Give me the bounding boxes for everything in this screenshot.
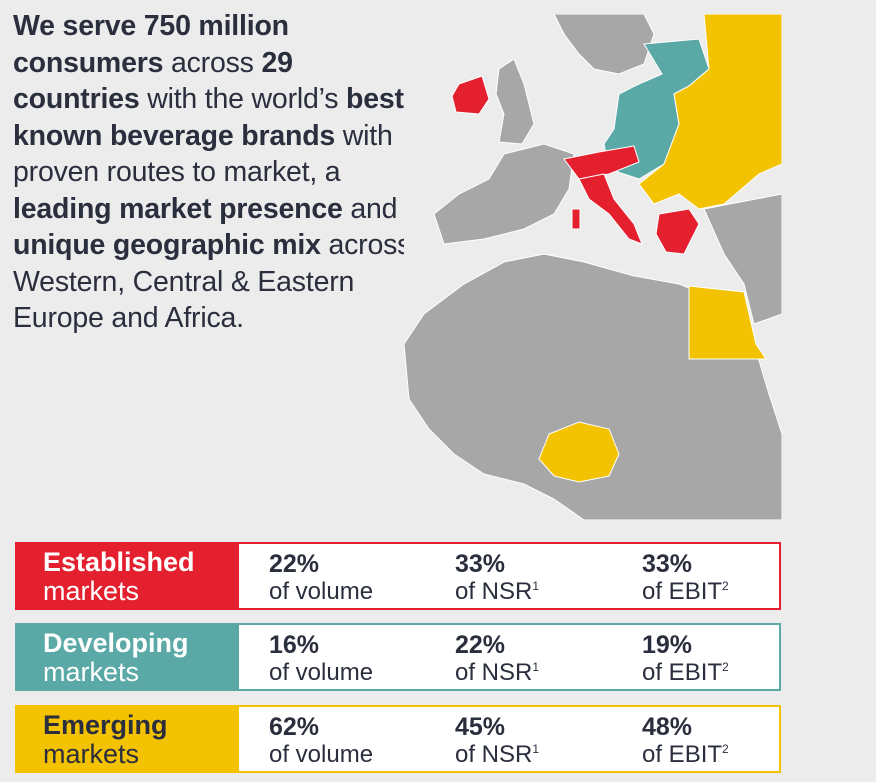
map-western-europe-land (433, 143, 575, 245)
stat-value: 22% (455, 631, 506, 659)
volume-stat: 22% of volume (269, 550, 373, 605)
intro-text-3: across (163, 46, 262, 79)
map-established-greece (655, 208, 700, 255)
map-established-ireland (451, 75, 490, 115)
stat-desc: of NSR1 (455, 578, 540, 605)
intro-paragraph: We serve 750 million consumers across 29… (13, 8, 423, 337)
stat-desc: of volume (269, 578, 374, 605)
stat-value: 33% (455, 550, 506, 578)
emerging-markets-row: Emerging markets 62% of volume 45% of NS… (15, 705, 781, 773)
established-markets-label: Established markets (17, 544, 239, 608)
stat-value: 48% (642, 713, 693, 741)
nsr-stat: 33% of NSR1 (455, 550, 539, 605)
ebit-stat: 33% of EBIT2 (642, 550, 729, 605)
stat-desc: of EBIT2 (642, 578, 729, 605)
established-markets-row: Established markets 22% of volume 33% of… (15, 542, 781, 610)
intro-bold-10: unique geographic mix (13, 229, 321, 261)
segment-name: Developing (43, 628, 189, 658)
stat-desc: of NSR1 (455, 741, 540, 768)
stat-value: 19% (642, 631, 693, 659)
ebit-stat: 19% of EBIT2 (642, 631, 729, 686)
stat-value: 22% (269, 550, 320, 578)
intro-bold-1: We serve 750 million (13, 10, 289, 42)
intro-text-7: with proven routes to market, a (13, 119, 393, 189)
segment-subname: markets (43, 576, 140, 606)
nsr-stat: 45% of NSR1 (455, 713, 539, 768)
ebit-stat: 48% of EBIT2 (642, 713, 729, 768)
map-britain-land (495, 58, 535, 145)
stat-desc: of volume (269, 659, 374, 686)
stat-value: 62% (269, 713, 320, 741)
stat-desc: of EBIT2 (642, 741, 729, 768)
map-scandinavia-land (553, 14, 655, 75)
intro-bold-2: consumers (13, 46, 164, 79)
stat-desc: of NSR1 (455, 659, 540, 686)
europe-africa-map (404, 14, 782, 520)
stat-value: 45% (455, 713, 506, 741)
volume-stat: 16% of volume (269, 631, 373, 686)
emerging-markets-label: Emerging markets (17, 707, 239, 771)
nsr-stat: 22% of NSR1 (455, 631, 539, 686)
map-middle-east-land (703, 193, 782, 325)
stat-value: 16% (269, 631, 320, 659)
segment-name: Established (43, 547, 195, 577)
map-emerging-russia (638, 14, 782, 210)
stat-desc: of EBIT2 (642, 659, 729, 686)
segment-subname: markets (43, 739, 140, 769)
map-africa-land (404, 253, 782, 520)
intro-text-11: across Western, Central & Eastern Europe… (13, 229, 412, 334)
map-emerging-nigeria (538, 421, 620, 483)
map-emerging-egypt (688, 285, 767, 360)
map-established-italy (578, 173, 643, 245)
segment-subname: markets (43, 657, 140, 687)
segment-name: Emerging (43, 710, 168, 740)
stat-desc: of volume (269, 741, 374, 768)
volume-stat: 62% of volume (269, 713, 373, 768)
intro-text-5: with the world’s (139, 83, 347, 115)
developing-markets-label: Developing markets (17, 625, 239, 689)
developing-markets-row: Developing markets 16% of volume 22% of … (15, 623, 781, 691)
stat-value: 33% (642, 550, 693, 578)
intro-bold-4: 29 countries (13, 46, 293, 116)
map-established-sardinia (571, 208, 581, 230)
intro-bold-6: best-known beverage brands (13, 83, 414, 152)
intro-bold-8: leading market presence (13, 192, 343, 225)
